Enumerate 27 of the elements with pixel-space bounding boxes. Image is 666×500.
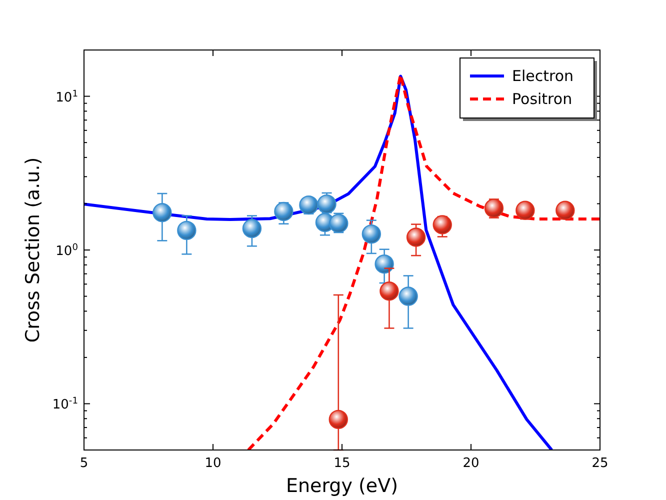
x-tick-label: 20 bbox=[462, 456, 480, 471]
x-tick-label: 25 bbox=[592, 456, 608, 471]
point bbox=[398, 286, 418, 306]
point bbox=[274, 202, 294, 222]
point bbox=[242, 218, 262, 238]
point bbox=[406, 228, 426, 247]
x-tick-label: 10 bbox=[204, 456, 222, 471]
point bbox=[152, 203, 172, 222]
point bbox=[556, 200, 575, 220]
x-axis-title: Energy (eV) bbox=[286, 475, 398, 497]
y-tick-label: 10$^{0}$ bbox=[56, 243, 78, 259]
y-tick-label: 10$^{-1}$ bbox=[52, 396, 78, 413]
point bbox=[484, 198, 504, 218]
point bbox=[380, 282, 399, 301]
point bbox=[177, 220, 196, 240]
legend-label: Electron bbox=[512, 67, 574, 85]
point bbox=[516, 200, 535, 220]
y-tick-label: 10$^{1}$ bbox=[56, 89, 78, 106]
point bbox=[299, 195, 318, 215]
point bbox=[362, 224, 382, 244]
point bbox=[374, 254, 394, 274]
x-tick-label: 5 bbox=[80, 456, 88, 471]
x-tick-label: 15 bbox=[334, 456, 350, 471]
legend-label: Positron bbox=[512, 90, 572, 108]
point bbox=[328, 410, 348, 430]
y-axis-title: Cross Section (a.u.) bbox=[22, 157, 44, 343]
point bbox=[432, 215, 452, 234]
